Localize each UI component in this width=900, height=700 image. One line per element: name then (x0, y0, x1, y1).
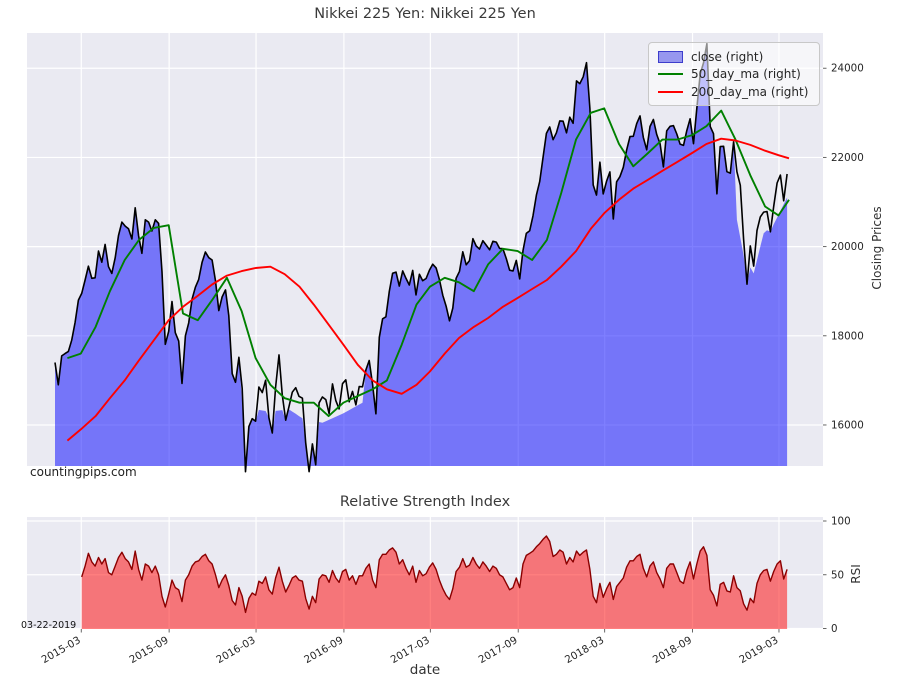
rsi-area (81, 536, 788, 629)
y-tick-rsi: 50 (831, 569, 844, 581)
rsi-line (81, 535, 788, 614)
x-axis-label: date (409, 662, 441, 678)
rsi-chart-title: Relative Strength Index (339, 494, 511, 510)
ma50-line (67, 107, 790, 418)
close-area-swatch (658, 50, 683, 63)
close-line (54, 42, 788, 473)
ma200-line-swatch (658, 90, 683, 93)
y-axis-label-closing-prices: Closing Prices (870, 206, 884, 290)
legend-item-ma200: 200_day_ma (right) (658, 83, 811, 100)
y-tick-main: 24000 (831, 63, 864, 75)
y-tick-main: 16000 (831, 419, 864, 431)
legend-label: 200_day_ma (right) (691, 84, 809, 99)
ma200-line (66, 137, 790, 442)
legend-label: 50_day_ma (right) (691, 67, 801, 81)
y-tick-main: 18000 (831, 330, 864, 342)
tick-marks (80, 67, 827, 633)
legend: close (right) 50_day_ma (right) 200_day_… (648, 42, 820, 106)
y-tick-rsi: 100 (831, 516, 851, 528)
y-tick-rsi: 0 (831, 623, 838, 635)
date-annotation: 03-22-2019 (21, 620, 77, 631)
y-tick-main: 22000 (831, 152, 864, 164)
y-axis-label-rsi: RSI (849, 564, 863, 584)
legend-item-ma50: 50_day_ma (right) (658, 66, 811, 83)
legend-item-close: close (right) (658, 48, 811, 65)
main-chart-title: Nikkei 225 Yen: Nikkei 225 Yen (314, 6, 536, 22)
legend-label: close (right) (691, 49, 764, 64)
y-tick-main: 20000 (831, 241, 864, 253)
ma50-line-swatch (658, 73, 683, 75)
watermark: countingpips.com (30, 465, 137, 479)
